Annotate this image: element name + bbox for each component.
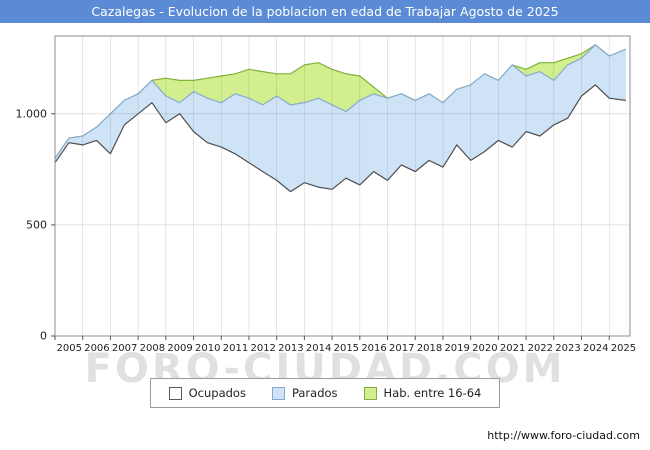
svg-text:2024: 2024	[583, 343, 608, 354]
svg-text:2007: 2007	[112, 343, 137, 354]
svg-text:2020: 2020	[472, 343, 497, 354]
svg-text:2010: 2010	[195, 343, 220, 354]
legend-swatch	[271, 386, 285, 400]
legend-label: Parados	[291, 386, 338, 400]
svg-text:2015: 2015	[334, 343, 359, 354]
svg-text:2019: 2019	[444, 343, 469, 354]
legend-item-hab-16-64: Hab. entre 16-64	[363, 386, 482, 400]
svg-text:2016: 2016	[361, 343, 386, 354]
chart-title: Cazalegas - Evolucion de la poblacion en…	[91, 4, 559, 19]
svg-text:2008: 2008	[140, 343, 165, 354]
svg-text:2013: 2013	[278, 343, 303, 354]
svg-text:2021: 2021	[500, 343, 525, 354]
svg-text:2022: 2022	[528, 343, 553, 354]
legend-swatch	[363, 386, 377, 400]
svg-text:2006: 2006	[84, 343, 109, 354]
chart-area: 0 500 1.000 2005 2006 2007 2008 2009 2010 2011 201…	[0, 28, 650, 368]
svg-text:2011: 2011	[223, 343, 248, 354]
svg-text:2023: 2023	[555, 343, 580, 354]
svg-text:2012: 2012	[250, 343, 275, 354]
svg-text:500: 500	[26, 218, 47, 231]
legend-item-parados: Parados	[271, 386, 338, 400]
svg-text:2025: 2025	[611, 343, 636, 354]
svg-text:2005: 2005	[57, 343, 82, 354]
legend: Ocupados Parados Hab. entre 16-64	[0, 378, 650, 408]
legend-label: Hab. entre 16-64	[383, 386, 482, 400]
svg-text:1.000: 1.000	[16, 107, 48, 120]
legend-item-ocupados: Ocupados	[168, 386, 246, 400]
svg-text:2017: 2017	[389, 343, 414, 354]
title-bar: Cazalegas - Evolucion de la poblacion en…	[0, 0, 650, 23]
svg-text:2009: 2009	[167, 343, 192, 354]
legend-label: Ocupados	[188, 386, 246, 400]
svg-text:2018: 2018	[417, 343, 442, 354]
svg-text:0: 0	[40, 330, 47, 343]
footer-url: http://www.foro-ciudad.com	[487, 429, 640, 442]
legend-swatch	[168, 386, 182, 400]
legend-box: Ocupados Parados Hab. entre 16-64	[149, 378, 501, 408]
svg-text:2014: 2014	[306, 343, 331, 354]
